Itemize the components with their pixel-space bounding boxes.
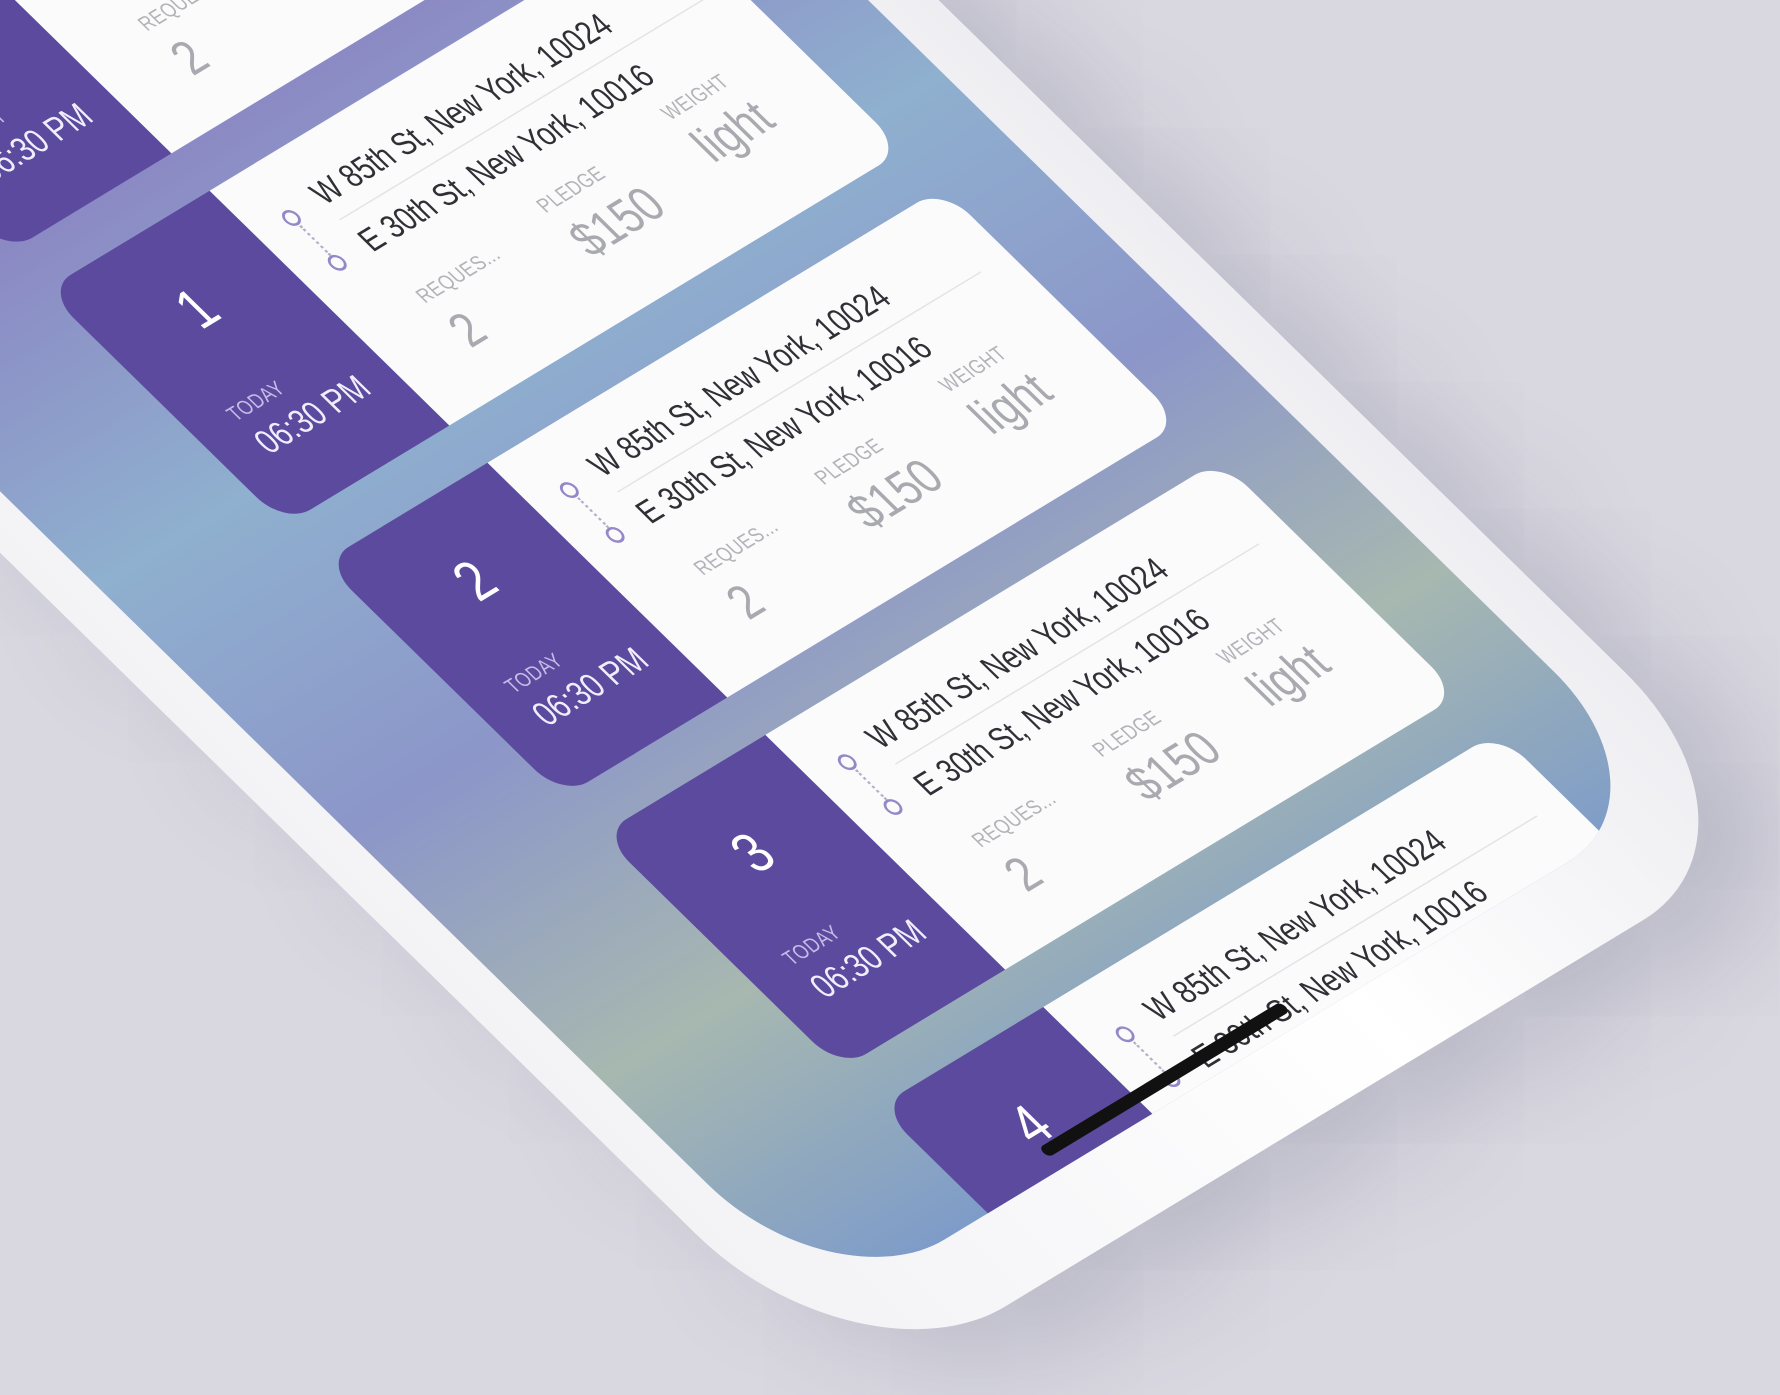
card-number: 3 (715, 820, 790, 885)
divider (894, 543, 1260, 765)
requests-label: REQUES... (966, 787, 1063, 853)
requests-label: REQUES... (133, 0, 229, 36)
requests-value: 2 (157, 29, 222, 85)
card-number: 2 (437, 548, 512, 613)
requests-value: 2 (434, 301, 500, 358)
requests-value: 2 (990, 845, 1055, 902)
requests-label: REQUES... (688, 515, 785, 581)
card-number: 1 (159, 276, 234, 341)
route-line (577, 497, 610, 529)
route-line (1132, 1041, 1166, 1073)
phone-screen: 0 TODAY 06:30 PM W 85th St, New York, 10… (0, 0, 1680, 1308)
route-line (299, 225, 332, 257)
card-number: 0 (0, 0, 28, 112)
requests-label: REQUES... (410, 243, 507, 308)
route-line (854, 769, 888, 801)
divider (339, 0, 704, 221)
destination-marker-icon (45, 0, 73, 2)
requests-value: 2 (712, 573, 777, 630)
card-time: 06:30 PM (0, 96, 102, 190)
divider (616, 271, 982, 493)
